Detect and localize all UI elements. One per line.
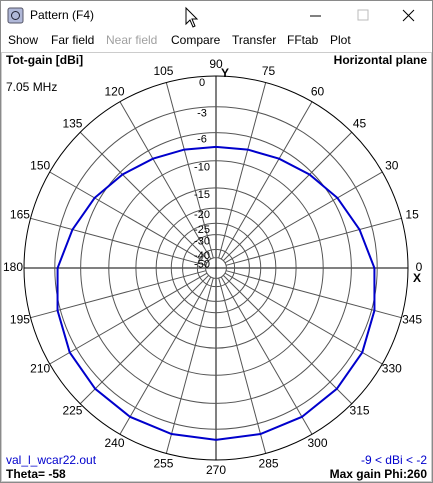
legend-entry: val_l_wcar22.out: [6, 453, 97, 467]
grid-ring: [205, 257, 227, 279]
menu-item[interactable]: Far field: [51, 33, 94, 47]
r-tick-label: -15: [194, 189, 210, 201]
menu-item[interactable]: Plot: [330, 33, 351, 47]
menu-item[interactable]: Transfer: [232, 33, 276, 47]
app-icon-glyph: [11, 11, 20, 20]
menu-item[interactable]: FFtab: [287, 33, 319, 47]
cursor: [185, 6, 199, 28]
angle-tick-label: 15: [405, 208, 419, 222]
angle-tick-label: 210: [30, 362, 50, 376]
angle-tick-label: 105: [153, 64, 173, 78]
r-tick-label: -30: [194, 235, 210, 247]
grid-spoke: [223, 131, 353, 261]
angle-tick-label: 285: [259, 456, 279, 470]
grid-spoke: [220, 276, 313, 435]
angle-tick-label: 165: [10, 208, 30, 222]
angle-tick-label: 75: [262, 64, 276, 78]
maximize-button[interactable]: [357, 9, 369, 21]
angle-tick-label: 0: [416, 260, 423, 274]
r-tick-label: -10: [194, 162, 210, 174]
grid-spoke: [49, 171, 208, 264]
grid-spoke: [225, 270, 402, 319]
angle-tick-label: 120: [104, 84, 124, 98]
grid-spoke: [224, 272, 383, 365]
r-tick-label: 0: [199, 77, 205, 89]
menu-item[interactable]: Compare: [171, 33, 221, 47]
menu-item[interactable]: Show: [8, 33, 38, 47]
angle-tick-label: 345: [402, 313, 422, 327]
angle-tick-label: 330: [382, 362, 402, 376]
grid-ring: [155, 207, 277, 329]
close-button[interactable]: [402, 9, 415, 22]
app-icon: [7, 7, 24, 24]
grid-ring: [135, 187, 297, 349]
grid-spoke: [119, 101, 212, 260]
r-tick-label: -40: [194, 250, 210, 262]
y-axis-name: Y: [221, 66, 229, 80]
grid-spoke: [79, 131, 209, 261]
max-gain: Max gain Phi:260: [330, 467, 428, 481]
grid-spoke: [218, 82, 267, 259]
grid-spoke: [119, 276, 212, 435]
pattern-trace: [56, 145, 376, 441]
angle-tick-label: 195: [10, 313, 30, 327]
angle-tick-label: 300: [307, 436, 327, 450]
grid-spoke: [49, 272, 208, 365]
grid-ring: [80, 132, 352, 404]
polar-plot: 0 15 30 45 60 75 90 105 120 135 150 165 180 195 210 225…: [3, 57, 423, 477]
r-tick-label: -25: [194, 224, 210, 236]
grid-spoke: [79, 275, 209, 405]
angle-tick-label: 255: [153, 456, 173, 470]
angle-tick-label: 45: [353, 117, 367, 131]
angle-tick-label: 30: [385, 159, 399, 173]
chart-title: Horizontal plane: [334, 53, 428, 67]
grid-ring: [54, 106, 378, 430]
angle-tick-label: 60: [311, 84, 325, 98]
menu-item: Near field: [106, 33, 157, 47]
grid-ring: [170, 222, 262, 314]
angle-tick-label: 225: [62, 404, 82, 418]
angle-tick-label: 315: [350, 404, 370, 418]
gain-range: -9 < dBi < -2: [361, 453, 427, 467]
grid-ring: [108, 160, 324, 376]
grid-spoke: [224, 171, 383, 264]
r-tick-label: -6: [197, 134, 207, 146]
angle-tick-label: 180: [3, 260, 23, 274]
grid-ring: [196, 248, 236, 288]
angle-tick-label: 240: [104, 436, 124, 450]
theta: Theta= -58: [6, 467, 66, 481]
grid-spoke: [220, 101, 313, 260]
grid-spoke: [30, 217, 207, 266]
grid-spoke: [225, 217, 402, 266]
angle-tick-label: 270: [206, 463, 226, 477]
grid-spoke: [30, 270, 207, 319]
window-title: Pattern (F4): [30, 8, 94, 22]
angle-tick-label: 150: [30, 159, 50, 173]
y-label: Tot-gain [dBi]: [6, 53, 83, 67]
angle-tick-label: 135: [62, 117, 82, 131]
angle-tick-label: 90: [209, 57, 223, 71]
r-tick-label: -20: [194, 209, 210, 221]
r-tick-label: -50: [194, 258, 210, 270]
grid-spoke: [223, 275, 353, 405]
x-axis-name: X: [413, 271, 421, 285]
grid-ring: [182, 234, 250, 302]
grid-spoke: [218, 277, 267, 454]
grid-spoke: [165, 82, 214, 259]
grid-ring: [23, 75, 409, 461]
grid-spoke: [165, 277, 214, 454]
r-tick-label: -3: [197, 108, 207, 120]
frequency: 7.05 MHz: [6, 80, 57, 94]
